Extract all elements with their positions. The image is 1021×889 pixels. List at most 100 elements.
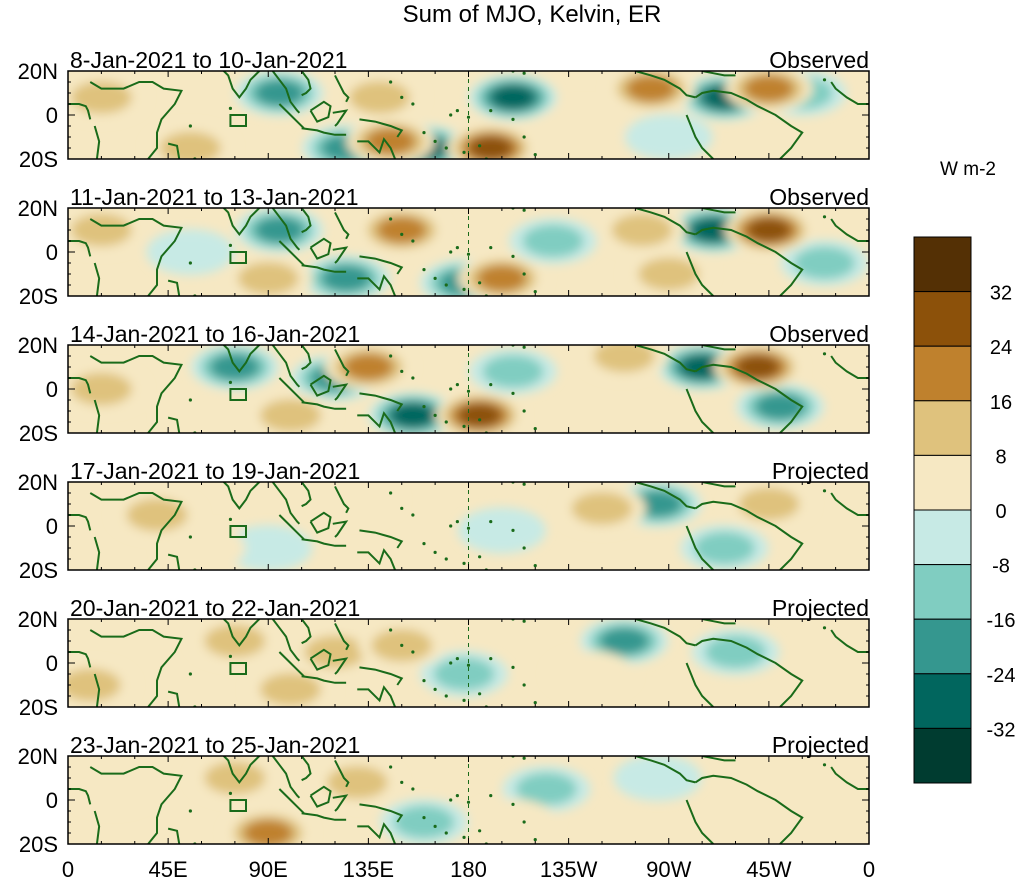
anomaly-blob — [522, 224, 584, 258]
coastline — [93, 125, 101, 159]
island-dot — [466, 389, 471, 393]
anomaly-blob — [457, 507, 546, 554]
panel-field — [68, 71, 869, 159]
island-dot — [522, 208, 526, 212]
island-dot — [466, 252, 471, 256]
coastline — [278, 514, 305, 540]
island-dot — [400, 643, 404, 648]
island-dot — [462, 561, 466, 566]
island-dot — [433, 139, 437, 143]
anomaly-blob — [254, 216, 304, 244]
island-dot — [533, 153, 537, 157]
coastline — [694, 774, 804, 844]
island-dot — [411, 239, 415, 243]
coastline — [359, 529, 404, 549]
anomaly-blob — [313, 482, 402, 523]
island-dot — [422, 816, 426, 820]
coastline — [332, 657, 349, 675]
island-dot — [822, 763, 827, 767]
x-axis: 0 45E 90E 135E 180 135W 90W 45W 0 — [62, 857, 875, 882]
island-dot — [462, 287, 466, 291]
island-dot — [533, 427, 537, 431]
colorbar-tick-label: 16 — [990, 392, 1012, 414]
island-dot — [522, 546, 526, 550]
colorbar-swatch — [913, 509, 972, 566]
lon-tick-label: 135W — [540, 857, 598, 882]
island-dot — [228, 517, 233, 522]
island-dot — [444, 420, 448, 424]
panels-group: 20N 0 20S 8-Jan-2021 to 10-Jan-2021 Observed… — [18, 47, 870, 857]
island-dot — [411, 650, 415, 654]
coastline — [334, 348, 350, 377]
island-dot — [466, 663, 471, 667]
region-box — [229, 251, 248, 264]
island-dot — [389, 217, 393, 221]
lat-tick-label: 20N — [18, 470, 58, 495]
island-dot — [188, 261, 192, 265]
anomaly-blob — [68, 668, 121, 702]
coastline — [300, 71, 312, 97]
island-dot — [533, 701, 537, 705]
island-dot — [522, 409, 526, 413]
coastline — [635, 482, 696, 510]
coastline — [635, 208, 696, 236]
colorbar-swatch — [913, 345, 972, 402]
anomaly-blob — [391, 403, 435, 428]
coastline — [300, 619, 312, 645]
coastline — [278, 103, 305, 129]
coastline — [830, 492, 869, 516]
colorbar-tick-label: 0 — [995, 501, 1006, 523]
island-dot — [511, 528, 515, 533]
panel-field — [68, 208, 869, 296]
coastline — [830, 629, 869, 653]
coastline — [222, 345, 261, 374]
lat-tick-label: 20S — [19, 695, 58, 720]
anomaly-blob — [611, 213, 673, 247]
island-dot — [478, 692, 482, 696]
colorbar-swatch — [913, 618, 972, 675]
panel-status-label: Observed — [769, 184, 869, 210]
anomaly-blob — [482, 355, 544, 388]
island-dot — [400, 369, 404, 373]
lat-tick-label: 20N — [18, 59, 58, 84]
coastline — [685, 388, 714, 433]
island-dot — [511, 254, 515, 258]
panel-date-label: 11-Jan-2021 to 13-Jan-2021 — [70, 184, 359, 210]
coastline — [301, 127, 347, 136]
anomaly-blob — [159, 131, 221, 159]
island-dot — [188, 672, 192, 676]
island-dot — [522, 272, 526, 276]
coastline — [68, 651, 92, 668]
coastline — [332, 794, 349, 812]
anomaly-blob — [571, 492, 633, 525]
anomaly-blob — [755, 393, 805, 420]
coastline — [167, 279, 181, 296]
island-dot — [466, 115, 471, 119]
coastline — [635, 71, 696, 99]
island-dot — [422, 542, 426, 546]
island-dot — [389, 354, 393, 358]
colorbar: W m-2 32 24 16 8 0 -8 -16 -24 -32 — [913, 159, 1015, 784]
island-dot — [400, 232, 404, 236]
panel-status-label: Observed — [769, 47, 869, 73]
island-dot — [188, 398, 192, 402]
panel-2: 20N 0 20S 11-Jan-2021 to 13-Jan-2021 Observe… — [18, 184, 870, 309]
coastline — [93, 810, 101, 844]
panel-field — [68, 756, 869, 844]
coastline — [222, 619, 261, 648]
island-dot — [511, 665, 515, 670]
coastline — [635, 756, 696, 784]
coastline — [830, 218, 869, 242]
island-dot — [400, 95, 404, 99]
lon-tick-label: 45W — [746, 857, 791, 882]
island-dot — [455, 246, 459, 250]
coastline — [309, 785, 332, 808]
island-dot — [389, 80, 393, 84]
island-dot — [478, 555, 482, 559]
island-dot — [522, 135, 526, 139]
coastline — [334, 485, 350, 514]
island-dot — [422, 679, 426, 683]
colorbar-swatch — [913, 673, 972, 729]
coastline — [278, 240, 305, 266]
